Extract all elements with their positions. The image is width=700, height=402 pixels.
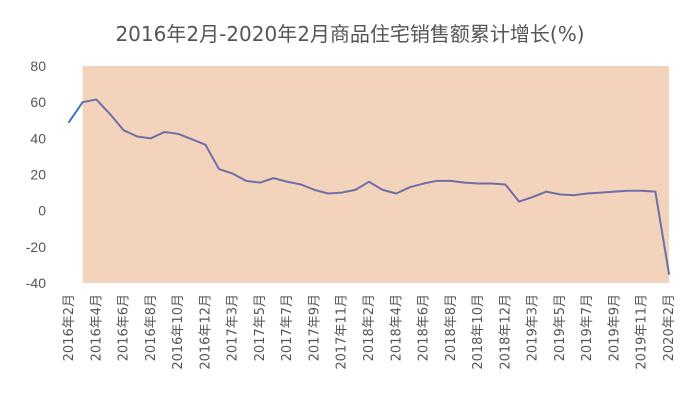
data-point xyxy=(518,200,520,203)
data-point xyxy=(109,113,111,115)
data-point xyxy=(81,101,84,103)
data-point xyxy=(163,131,166,133)
data-point xyxy=(490,182,493,185)
x-tick-label: 2017年7月 xyxy=(280,294,295,361)
shaded-band xyxy=(82,66,670,283)
data-point xyxy=(559,193,561,196)
y-tick-label: 0 xyxy=(38,203,46,219)
x-tick-label: 2016年10月 xyxy=(171,294,186,370)
data-point xyxy=(177,133,179,135)
data-point xyxy=(354,189,357,191)
x-tick-label: 2016年8月 xyxy=(144,294,159,361)
data-point xyxy=(422,182,425,185)
data-point xyxy=(409,186,411,188)
series-first-segment xyxy=(68,101,84,124)
data-point xyxy=(286,180,288,183)
data-point xyxy=(122,129,125,131)
y-tick-label: 80 xyxy=(30,58,46,74)
data-point xyxy=(368,180,370,183)
x-tick-label: 2016年6月 xyxy=(117,294,132,361)
data-point xyxy=(95,98,98,101)
x-tick-label: 2016年12月 xyxy=(198,294,213,370)
data-point xyxy=(245,180,248,182)
x-tick-label: 2018年4月 xyxy=(389,294,404,361)
data-point xyxy=(136,135,138,138)
data-point xyxy=(150,137,152,140)
x-tick-label: 2019年9月 xyxy=(607,294,622,361)
x-tick-label: 2018年8月 xyxy=(444,294,459,361)
data-point xyxy=(627,189,629,192)
x-tick-label: 2017年3月 xyxy=(226,294,241,361)
data-point xyxy=(68,121,70,123)
x-tick-label: 2020年2月 xyxy=(662,294,677,361)
chart-title: 2016年2月-2020年2月商品住宅销售额累计增长(%) xyxy=(115,22,585,46)
data-point xyxy=(190,138,193,141)
y-tick-label: 40 xyxy=(30,130,46,146)
data-point xyxy=(272,177,275,179)
x-tick-label: 2016年2月 xyxy=(62,294,77,361)
x-tick-label: 2017年5月 xyxy=(253,294,268,361)
x-tick-label: 2017年11月 xyxy=(335,294,350,370)
x-tick-label: 2019年3月 xyxy=(526,294,541,361)
x-tick-label: 2019年11月 xyxy=(635,294,650,370)
data-point xyxy=(313,189,316,191)
data-point xyxy=(436,180,438,182)
data-point xyxy=(395,192,398,195)
data-point xyxy=(668,273,670,275)
data-point xyxy=(463,181,466,184)
data-point xyxy=(204,143,207,146)
y-tick-label: -40 xyxy=(26,275,46,291)
data-point xyxy=(327,192,329,195)
y-tick-label: -20 xyxy=(26,239,46,255)
x-tick-label: 2018年12月 xyxy=(498,294,513,370)
data-point xyxy=(340,191,343,194)
x-tick-label: 2018年6月 xyxy=(417,294,432,361)
data-point xyxy=(504,183,507,186)
data-point xyxy=(600,191,602,194)
data-point xyxy=(477,182,479,185)
x-tick-label: 2017年9月 xyxy=(307,294,322,361)
data-point xyxy=(613,190,616,193)
x-tick-label: 2019年7月 xyxy=(580,294,595,361)
data-point xyxy=(654,190,657,193)
y-tick-label: 60 xyxy=(30,94,46,110)
data-point xyxy=(572,194,575,197)
data-point xyxy=(640,189,643,192)
series-line xyxy=(81,98,670,275)
x-tick-label: 2018年2月 xyxy=(362,294,377,361)
x-tick-label: 2019年5月 xyxy=(553,294,568,361)
data-point xyxy=(231,172,234,175)
data-point xyxy=(531,196,534,198)
data-point xyxy=(450,180,452,182)
data-point xyxy=(586,192,588,195)
data-point xyxy=(545,190,548,193)
x-tick-label: 2018年10月 xyxy=(471,294,486,370)
data-point xyxy=(381,189,384,191)
data-point xyxy=(300,183,302,186)
data-point xyxy=(259,181,261,184)
data-point xyxy=(218,168,220,170)
x-tick-label: 2016年4月 xyxy=(89,294,104,361)
y-tick-label: 20 xyxy=(30,167,46,183)
